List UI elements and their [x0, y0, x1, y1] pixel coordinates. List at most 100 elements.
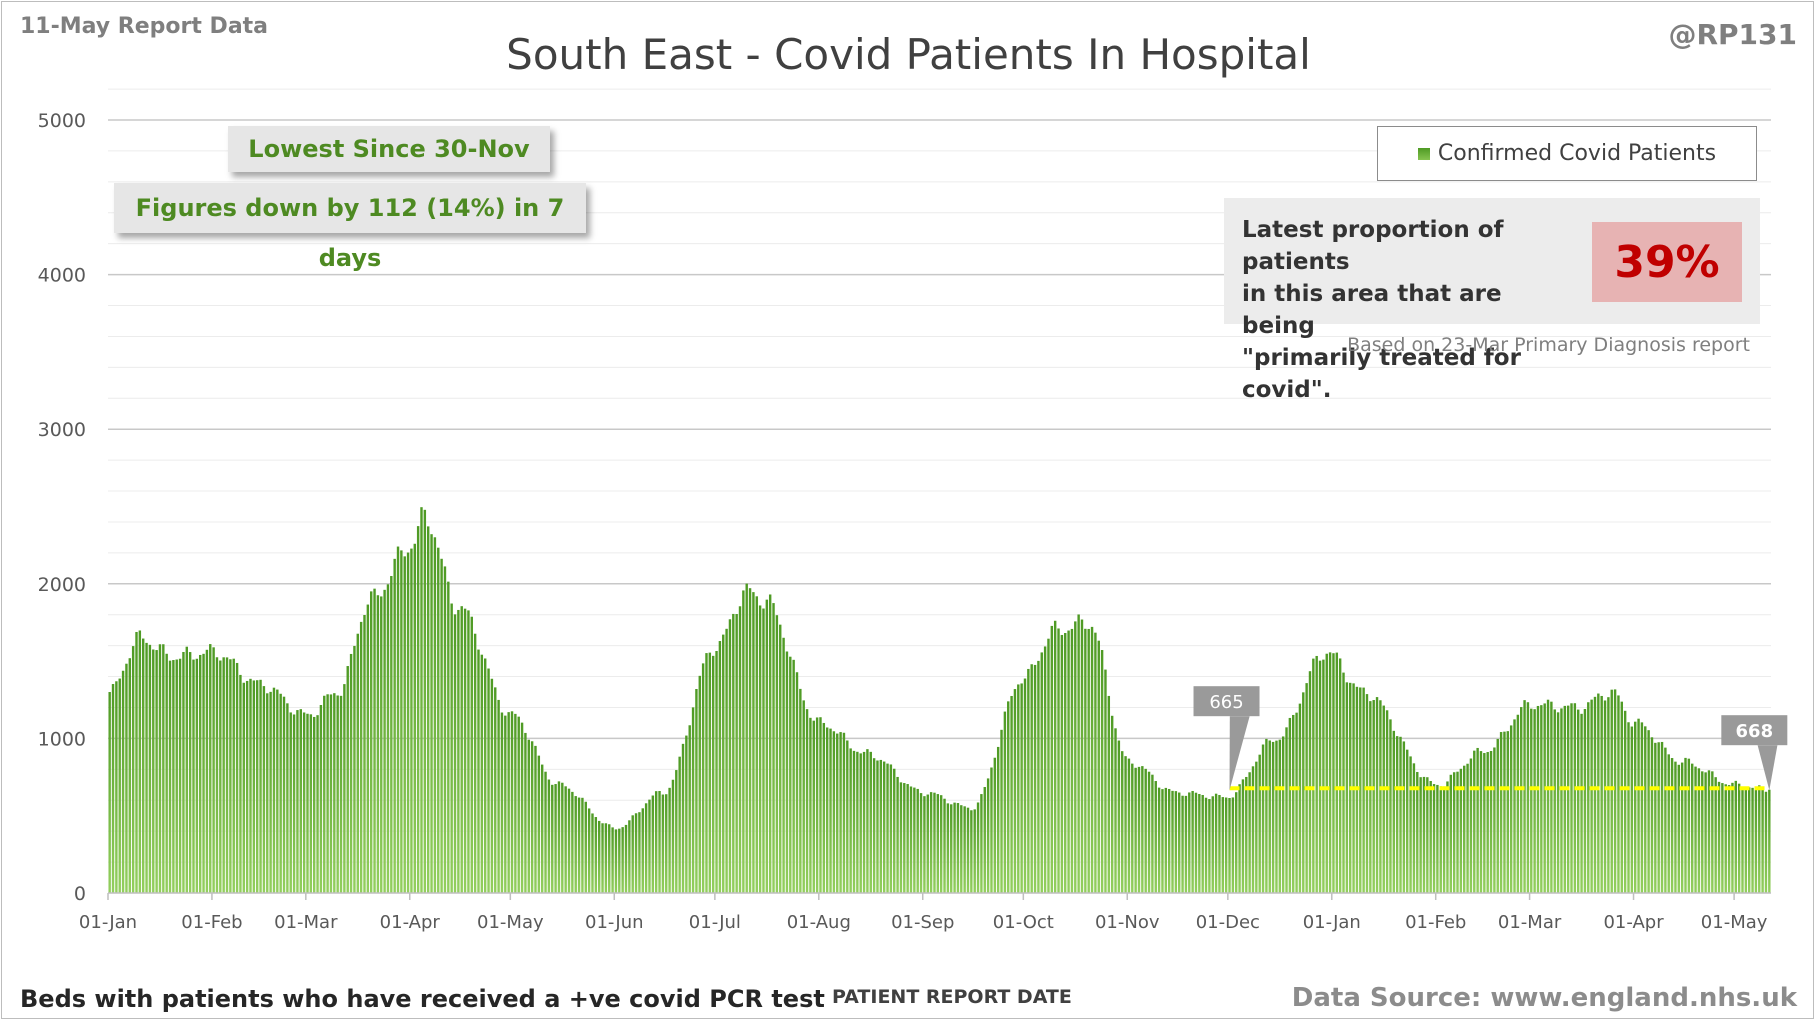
data-bar: [1422, 776, 1426, 893]
data-bar: [879, 759, 883, 893]
data-bar: [487, 668, 490, 893]
data-bar: [597, 820, 601, 893]
data-bar: [1161, 789, 1164, 893]
data-bar: [390, 576, 393, 893]
data-bar: [1442, 786, 1446, 893]
data-bar: [1027, 668, 1030, 893]
data-bar: [343, 684, 346, 893]
data-bar: [1174, 791, 1178, 893]
data-bar: [842, 732, 846, 893]
data-bar: [839, 732, 842, 893]
proportion-value: 39%: [1592, 222, 1742, 302]
chart-legend: Confirmed Covid Patients: [1377, 126, 1757, 181]
data-bar: [604, 823, 608, 893]
data-bar: [373, 588, 376, 893]
data-bar: [893, 768, 896, 893]
data-bar: [805, 709, 809, 893]
data-bar: [611, 827, 614, 893]
x-tick-label: 01-Feb: [181, 912, 242, 933]
data-bar: [1707, 770, 1711, 893]
x-tick-label: 01-Mar: [1498, 912, 1562, 933]
data-bar: [1271, 741, 1275, 893]
data-bar: [621, 827, 624, 893]
data-bar: [1124, 756, 1127, 893]
data-bar: [685, 735, 688, 893]
data-bar: [420, 507, 423, 893]
data-bar: [336, 695, 339, 893]
data-bar: [172, 660, 175, 893]
data-bar: [500, 712, 504, 893]
data-bar: [413, 543, 416, 893]
data-bar: [1479, 751, 1483, 893]
data-bar: [1218, 795, 1221, 893]
data-bar: [1318, 660, 1322, 893]
data-bar: [1204, 797, 1208, 893]
data-bar: [483, 658, 487, 893]
data-bar: [869, 751, 872, 893]
data-bar: [1724, 784, 1727, 893]
x-tick-label: 01-Sep: [891, 912, 954, 933]
data-bar: [1211, 796, 1214, 893]
data-bar: [681, 743, 685, 893]
data-bar: [205, 649, 209, 893]
data-bar: [1178, 792, 1181, 893]
data-bar: [329, 694, 333, 893]
data-bar: [1258, 754, 1261, 893]
data-bar: [1664, 747, 1667, 893]
data-bar: [423, 509, 427, 893]
data-bar: [567, 788, 571, 893]
data-bar: [286, 703, 289, 893]
data-bar: [175, 659, 178, 893]
data-bar: [1523, 700, 1526, 893]
data-bar: [1154, 781, 1157, 893]
data-bar: [691, 707, 695, 893]
data-bar: [383, 589, 386, 893]
data-bar: [953, 802, 956, 893]
data-bar: [1577, 709, 1580, 893]
data-bar: [1064, 633, 1067, 893]
data-bar: [1550, 701, 1553, 893]
data-bar: [779, 624, 782, 893]
data-bar: [510, 711, 514, 893]
data-bar: [1503, 731, 1506, 893]
data-bar: [631, 815, 634, 893]
data-bar: [1053, 620, 1057, 893]
data-bar: [1587, 702, 1590, 893]
data-bar: [128, 658, 132, 893]
data-bar: [1694, 766, 1697, 893]
data-bar: [1613, 689, 1617, 893]
data-bar: [1583, 708, 1587, 893]
data-bar: [386, 584, 390, 893]
data-bar: [1590, 699, 1593, 893]
data-bar: [138, 630, 142, 893]
data-bar: [1389, 719, 1392, 893]
data-bar: [973, 809, 976, 893]
data-bar: [1131, 763, 1134, 893]
data-bar: [1268, 740, 1271, 893]
y-tick-label: 1000: [38, 728, 86, 750]
data-bar: [1399, 736, 1402, 893]
data-bar: [1171, 790, 1174, 893]
data-bar: [369, 591, 373, 893]
data-bar: [913, 787, 916, 893]
data-bar: [1007, 701, 1010, 893]
data-bar: [1251, 766, 1255, 893]
data-bar: [1580, 713, 1583, 893]
data-bar: [1570, 703, 1573, 893]
data-bar: [1033, 664, 1037, 893]
data-bar: [1248, 772, 1251, 893]
data-bar: [1275, 740, 1278, 893]
data-bar: [1526, 702, 1530, 893]
data-bar: [1637, 718, 1640, 893]
data-bar: [1496, 738, 1499, 893]
data-bar: [1238, 784, 1241, 893]
data-bar: [644, 803, 648, 893]
data-bar: [426, 526, 430, 893]
data-bar: [1164, 787, 1168, 893]
data-bar: [1513, 719, 1516, 893]
data-bar: [430, 534, 433, 893]
data-bar: [396, 546, 400, 893]
data-bar: [524, 732, 527, 893]
data-bar: [551, 784, 554, 893]
data-bar: [990, 767, 993, 893]
